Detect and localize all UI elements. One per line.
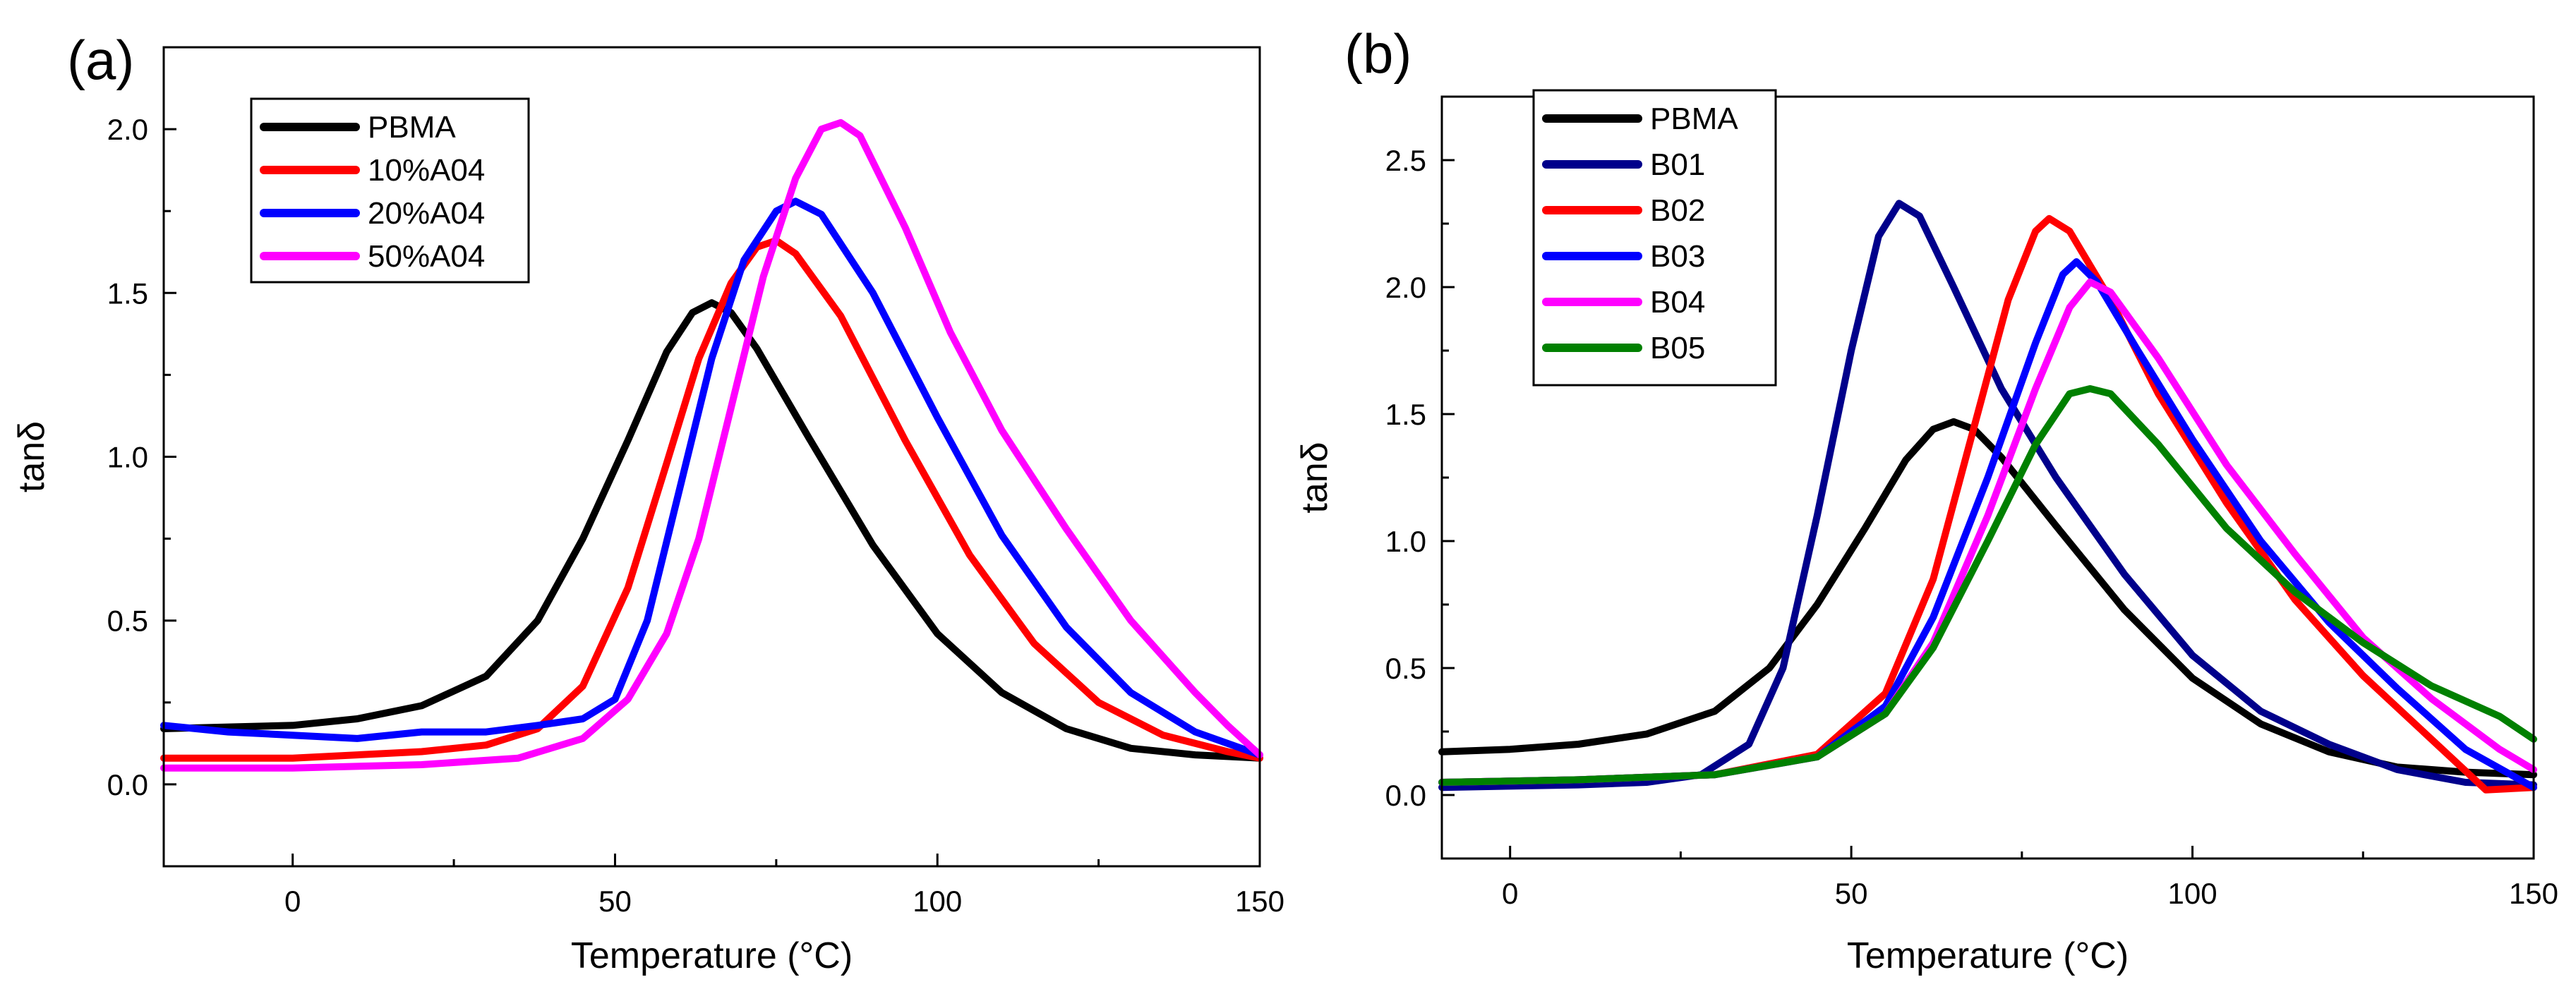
legend-label-b-pbma: PBMA <box>1650 102 1738 136</box>
y-tick-label-b: 1.5 <box>1385 398 1426 431</box>
y-tick-label-a: 2.0 <box>107 113 148 146</box>
chart-panel-b: 0 50 100 150 0.0 0.5 1.0 1.5 2.0 2.5 Temperature (… <box>1294 23 2558 976</box>
legend-label-b-b05: B05 <box>1650 331 1705 365</box>
series-line-b-b05 <box>1438 385 2537 786</box>
y-axis-title-a: tanδ <box>11 421 52 492</box>
y-tick-label-b: 2.0 <box>1385 271 1426 304</box>
x-axis-title-b: Temperature (°C) <box>1847 935 2129 976</box>
x-tick-label-a: 0 <box>284 885 301 918</box>
legend-b: PBMA B01 B02 B03 B04 B05 <box>1532 89 1777 387</box>
legend-label-b-b01: B01 <box>1650 147 1705 182</box>
series-line-a-pbma <box>160 299 1263 762</box>
y-tick-label-b: 2.5 <box>1385 144 1426 177</box>
x-tick-label-b: 100 <box>2168 877 2217 910</box>
x-tick-label-a: 150 <box>1235 885 1284 918</box>
x-tick-label-a: 100 <box>913 885 962 918</box>
panel-label-a: (a) <box>67 29 134 91</box>
legend-label-a-10pcta04: 10%A04 <box>368 153 485 188</box>
legend-label-b-b02: B02 <box>1650 193 1705 228</box>
y-tick-label-b: 0.5 <box>1385 652 1426 685</box>
series-line-a-50pcta04 <box>160 119 1263 772</box>
x-tick-label-b: 0 <box>1502 877 1518 910</box>
legend-label-a-50pcta04: 50%A04 <box>368 239 485 274</box>
series-line-b-b01 <box>1438 200 2537 791</box>
legend-box-b <box>1532 89 1777 387</box>
x-tick-label-b: 150 <box>2509 877 2558 910</box>
legend-label-a-pbma: PBMA <box>368 110 456 145</box>
x-tick-label-b: 50 <box>1835 877 1868 910</box>
legend-a: PBMA 10%A04 20%A04 50%A04 <box>250 97 530 284</box>
y-tick-label-b: 1.0 <box>1385 525 1426 558</box>
y-tick-label-a: 1.0 <box>107 441 148 474</box>
series-line-a-10pcta04 <box>160 237 1263 762</box>
legend-label-b-b04: B04 <box>1650 285 1705 320</box>
y-tick-label-b: 0.0 <box>1385 779 1426 812</box>
series-line-a-20pcta04 <box>160 198 1263 759</box>
panel-label-b: (b) <box>1344 23 1412 85</box>
x-axis-title-a: Temperature (°C) <box>571 935 853 976</box>
legend-label-a-20pcta04: 20%A04 <box>368 196 485 231</box>
legend-label-b-b03: B03 <box>1650 239 1705 274</box>
x-tick-label-a: 50 <box>598 885 632 918</box>
series-line-b-pbma <box>1438 418 2537 779</box>
y-axis-title-b: tanδ <box>1294 442 1335 513</box>
y-tick-label-a: 1.5 <box>107 277 148 310</box>
chart-panel-a: 0 50 100 150 0.0 0.5 1.0 1.5 2.0 Temperature (°C)… <box>11 29 1284 976</box>
y-tick-label-a: 0.0 <box>107 768 148 801</box>
y-tick-label-a: 0.5 <box>107 605 148 638</box>
